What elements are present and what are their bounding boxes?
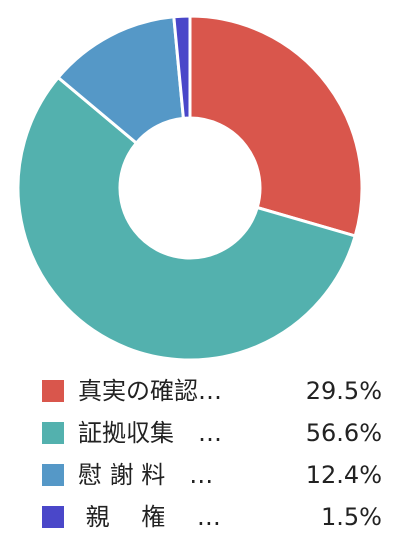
- slice-evidence-collection: [16, 75, 358, 362]
- legend-swatch-custody: [42, 506, 64, 528]
- legend-swatch-evidence-collection: [42, 422, 64, 444]
- legend-swatch-truth-confirmation: [42, 380, 64, 402]
- slice-custody: [172, 14, 192, 120]
- slice-truth-confirmation: [188, 14, 364, 238]
- legend-value: 56.6%: [305, 419, 382, 447]
- legend-item: 慰 謝 料 … 12.4%: [40, 456, 390, 498]
- legend-item: 親 権 … 1.5%: [40, 498, 390, 540]
- donut-chart: [16, 14, 364, 362]
- legend-label: 親 権 …: [78, 503, 221, 531]
- legend-swatch-consolation-money: [42, 464, 64, 486]
- legend-label: 真実の確認…: [78, 377, 222, 405]
- legend-item: 真実の確認… 29.5%: [40, 372, 390, 414]
- legend-label: 証拠収集 …: [78, 419, 222, 447]
- legend-value: 29.5%: [305, 377, 382, 405]
- legend-value: 12.4%: [305, 461, 382, 489]
- legend-label: 慰 謝 料 …: [78, 461, 214, 489]
- legend-item: 証拠収集 … 56.6%: [40, 414, 390, 456]
- slice-consolation-money: [56, 15, 186, 146]
- legend-value: 1.5%: [321, 503, 382, 531]
- legend: 真実の確認… 29.5% 証拠収集 … 56.6% 慰 謝 料 … 12.4% …: [40, 372, 390, 540]
